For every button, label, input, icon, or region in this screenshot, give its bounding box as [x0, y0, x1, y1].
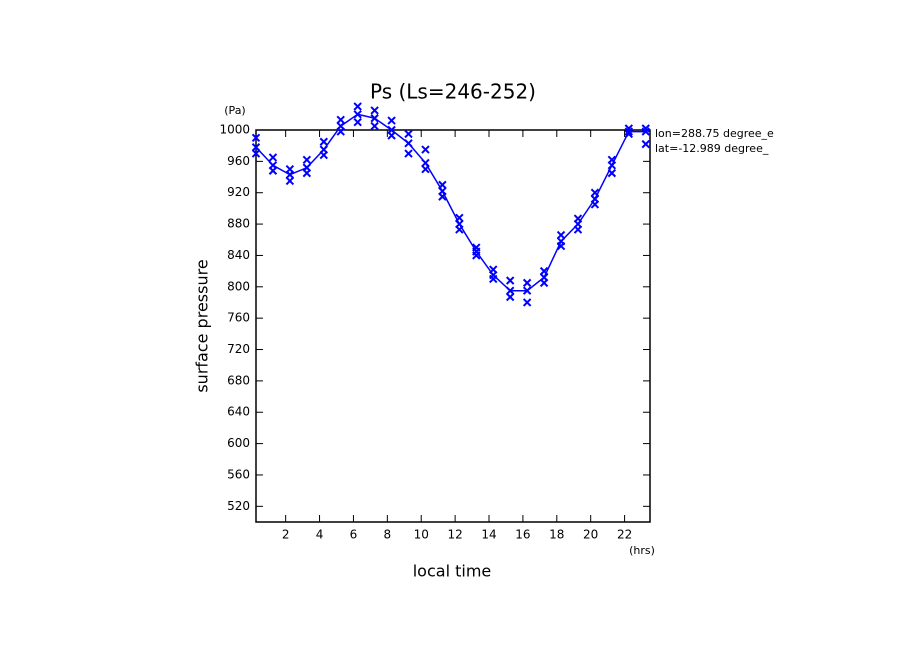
marker [336, 115, 345, 125]
marker [404, 139, 413, 148]
marker [421, 145, 430, 154]
y-tick-label: 640 [227, 405, 250, 419]
marker [370, 106, 379, 115]
chart-title: Ps (Ls=246-252) [370, 80, 536, 104]
marker [624, 127, 634, 136]
x-unit: (hrs) [629, 544, 655, 557]
marker [268, 166, 278, 175]
x-tick-label: 12 [447, 528, 462, 542]
marker [505, 292, 515, 302]
marker [573, 225, 583, 234]
y-tick-label: 960 [227, 154, 250, 168]
marker [573, 214, 583, 223]
marker [302, 155, 312, 164]
y-tick-label: 720 [227, 342, 250, 356]
y-tick-label: 600 [227, 436, 250, 450]
x-tick-label: 6 [350, 528, 358, 542]
marker [505, 286, 515, 295]
marker [556, 241, 566, 251]
y-tick-label: 920 [227, 185, 250, 199]
marker [251, 149, 261, 158]
marker [624, 129, 634, 139]
marker [370, 114, 379, 123]
y-tick-label: 800 [227, 279, 250, 293]
marker [489, 274, 498, 284]
y-unit: (Pa) [224, 104, 245, 117]
y-tick-label: 840 [227, 248, 250, 262]
annotation: lon=288.75 degree_e [655, 127, 774, 140]
x-tick-label: 4 [316, 528, 324, 542]
marker [421, 158, 430, 168]
y-tick-label: 560 [227, 467, 250, 481]
x-tick-label: 14 [481, 528, 496, 542]
marker [539, 266, 549, 276]
x-tick-label: 8 [384, 528, 392, 542]
marker [404, 149, 413, 158]
marker [590, 200, 600, 209]
marker [607, 155, 617, 164]
marker [353, 102, 362, 111]
marker [489, 265, 498, 274]
marker [522, 286, 532, 295]
marker [421, 164, 430, 174]
annotation-clip [780, 125, 904, 160]
y-tick-label: 760 [227, 311, 250, 325]
marker [641, 127, 650, 136]
marker [438, 180, 447, 190]
marker [556, 230, 566, 240]
marker [472, 243, 481, 252]
marker [251, 133, 261, 143]
marker [370, 121, 379, 131]
marker [472, 251, 481, 260]
marker [353, 117, 362, 127]
marker [319, 150, 328, 160]
marker [285, 164, 295, 174]
marker [302, 168, 312, 178]
marker [285, 176, 295, 186]
marker [607, 168, 617, 178]
x-tick-label: 20 [583, 528, 598, 542]
x-tick-label: 2 [282, 528, 290, 542]
marker [455, 213, 464, 223]
y-tick-label: 1000 [219, 123, 250, 137]
marker [438, 192, 447, 201]
marker [522, 298, 532, 307]
y-tick-label: 520 [227, 499, 250, 513]
x-tick-label: 22 [617, 528, 632, 542]
y-axis-label: surface pressure [193, 259, 212, 392]
marker [641, 124, 650, 133]
marker [641, 139, 650, 149]
marker [404, 129, 413, 139]
marker [522, 278, 532, 288]
marker [590, 188, 600, 197]
marker [251, 143, 261, 152]
marker [353, 110, 362, 119]
marker [387, 116, 396, 125]
annotation: lat=-12.989 degree_ [655, 142, 769, 155]
marker [455, 225, 464, 234]
marker [539, 278, 549, 288]
marker [387, 131, 396, 140]
x-tick-label: 10 [414, 528, 429, 542]
marker [268, 153, 278, 162]
x-tick-label: 18 [549, 528, 564, 542]
plot-frame [255, 129, 651, 523]
marker [319, 137, 328, 146]
marker [505, 276, 515, 285]
y-tick-label: 680 [227, 373, 250, 387]
y-tick-label: 880 [227, 217, 250, 231]
marker [336, 127, 345, 136]
x-axis-label: local time [413, 562, 492, 581]
x-tick-label: 16 [515, 528, 530, 542]
